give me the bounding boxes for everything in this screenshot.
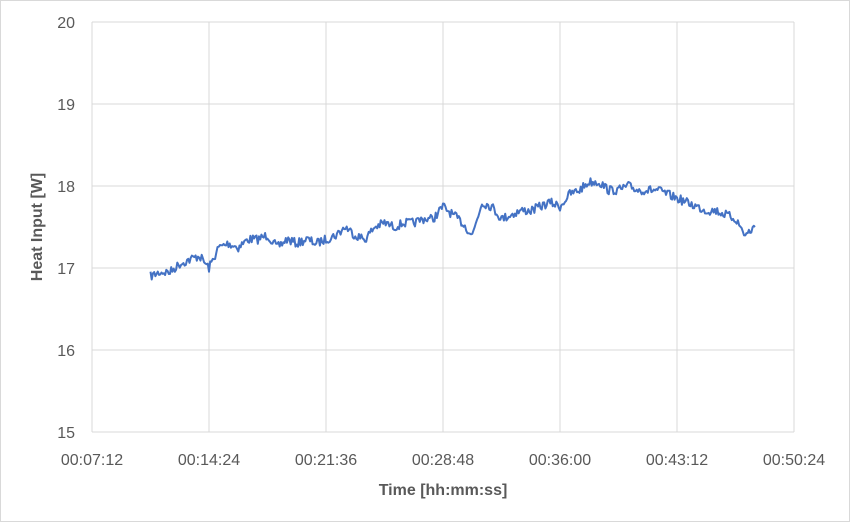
x-tick-label: 00:36:00 — [529, 452, 591, 469]
x-axis-title: Time [hh:mm:ss] — [379, 482, 508, 499]
x-tick-labels: 00:07:12 00:14:24 00:21:36 00:28:48 00:36:00… — [61, 452, 825, 469]
y-axis-title: Heat Input [W] — [29, 173, 46, 281]
x-tick-label: 00:07:12 — [61, 452, 123, 469]
x-tick-label: 00:50:24 — [763, 452, 825, 469]
y-tick-label: 18 — [57, 179, 75, 196]
x-tick-label: 00:43:12 — [646, 452, 708, 469]
y-tick-labels: 15 16 17 18 19 20 — [57, 15, 75, 442]
x-tick-label: 00:28:48 — [412, 452, 474, 469]
series-layer — [149, 177, 756, 281]
x-tick-label: 00:14:24 — [178, 452, 240, 469]
y-tick-label: 17 — [57, 261, 75, 278]
y-tick-label: 19 — [57, 97, 75, 114]
x-tick-label: 00:21:36 — [295, 452, 357, 469]
y-tick-label: 20 — [57, 15, 75, 32]
gridlines — [91, 21, 795, 433]
y-tick-label: 16 — [57, 343, 75, 360]
series-line — [149, 177, 756, 281]
y-tick-label: 15 — [57, 425, 75, 442]
